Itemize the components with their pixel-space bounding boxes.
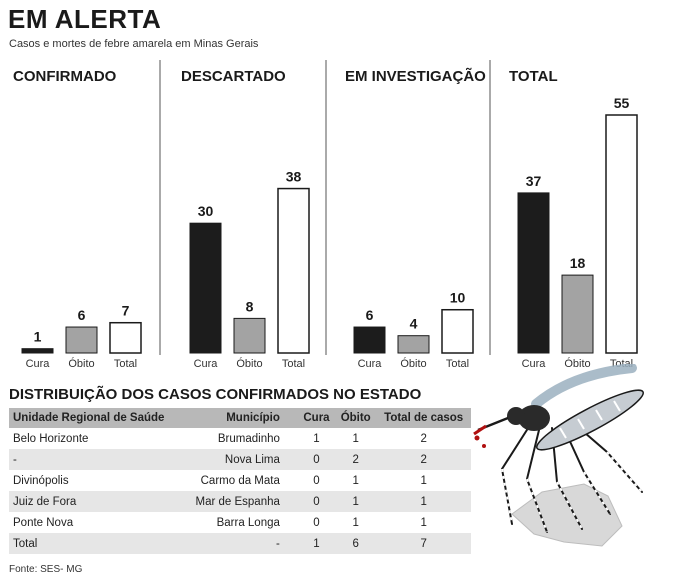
panel-title: TOTAL [509, 68, 558, 85]
cell-municipio: Brumadinho [217, 432, 280, 445]
category-label-obito: Óbito [564, 357, 590, 368]
table-row: Divinópolis Carmo da Mata 0 1 1 [9, 470, 471, 491]
value-label: 38 [286, 169, 302, 185]
category-label-cura: Cura [26, 358, 51, 368]
category-label-obito: Óbito [236, 357, 262, 368]
value-label: 10 [450, 290, 466, 306]
table-row-total: Total - 1 6 7 [9, 533, 471, 554]
cell-municipio: Barra Longa [216, 516, 280, 529]
cell-regional: Ponte Nova [13, 516, 74, 529]
header-regional: Unidade Regional de Saúde [9, 408, 183, 428]
category-label-cura: Cura [194, 358, 219, 368]
header-total: Total de casos [376, 408, 471, 428]
cell-municipio: Carmo da Mata [200, 474, 280, 487]
bar-total [605, 114, 638, 354]
category-label-cura: Cura [522, 358, 547, 368]
cell-cura: 0 [313, 516, 320, 529]
category-label-total: Total [114, 358, 137, 368]
category-label-cura: Cura [358, 358, 383, 368]
category-label-total: Total [446, 358, 469, 368]
bar-obito [233, 317, 266, 354]
bar-total [441, 308, 474, 354]
source-note: Fonte: SES- MG [9, 564, 83, 575]
value-label: 8 [246, 298, 254, 314]
cell-obito: 1 [352, 474, 359, 487]
cell-obito: 1 [335, 491, 377, 512]
bar-obito [561, 274, 594, 354]
value-label: 4 [410, 316, 418, 332]
bar-cura [353, 326, 386, 354]
category-label-total: Total [610, 358, 633, 368]
header-cura: Cura [297, 408, 336, 428]
table-row: Juiz de Fora Mar de Espanha 0 1 1 [9, 491, 471, 512]
cell-regional: Total [9, 533, 183, 554]
cell-regional: Divinópolis [13, 474, 69, 487]
cell-cura: 0 [297, 491, 336, 512]
bar-total [109, 321, 142, 354]
table-row: - Nova Lima 0 2 2 [9, 449, 471, 470]
table-header-row: Unidade Regional de Saúde Município Cura… [9, 408, 471, 428]
page-subtitle: Casos e mortes de febre amarela em Minas… [9, 38, 259, 50]
category-label-obito: Óbito [400, 357, 426, 368]
cell-cura: 0 [297, 449, 336, 470]
header-obito: Óbito [335, 408, 377, 428]
cell-total: 7 [376, 533, 471, 554]
category-label-obito: Óbito [68, 357, 94, 368]
cases-table: Unidade Regional de Saúde Município Cura… [9, 408, 471, 554]
bar-cura [189, 222, 222, 354]
category-label-total: Total [282, 358, 305, 368]
value-label: 37 [526, 173, 542, 189]
cell-total: 2 [376, 449, 471, 470]
panel-title: DESCARTADO [181, 68, 286, 85]
cell-total: 1 [376, 491, 471, 512]
value-label: 30 [198, 203, 214, 219]
cell-obito: 1 [352, 432, 359, 445]
header-municipio: Município [182, 408, 298, 428]
table-row: Belo Horizonte Brumadinho 1 1 2 [9, 428, 471, 449]
cell-regional: Belo Horizonte [13, 432, 89, 445]
panel-title: CONFIRMADO [13, 68, 117, 85]
bar-obito [397, 335, 430, 354]
value-label: 18 [570, 255, 586, 271]
cell-obito: 1 [352, 516, 359, 529]
cell-cura: 0 [313, 474, 320, 487]
cell-total: 1 [420, 474, 427, 487]
cell-obito: 6 [335, 533, 377, 554]
bar-obito [65, 326, 98, 354]
cell-municipio: - [182, 533, 298, 554]
cell-cura: 1 [313, 432, 320, 445]
cell-municipio: Mar de Espanha [182, 491, 298, 512]
value-label: 1 [34, 329, 42, 345]
table-title: DISTRIBUIÇÃO DOS CASOS CONFIRMADOS NO ES… [9, 386, 422, 403]
value-label: 7 [122, 303, 130, 319]
cell-municipio: Nova Lima [182, 449, 298, 470]
table-row: Ponte Nova Barra Longa 0 1 1 [9, 512, 471, 533]
panel-title: EM INVESTIGAÇÃO [345, 67, 486, 85]
bar-cura [517, 192, 550, 354]
cell-cura: 1 [297, 533, 336, 554]
value-label: 6 [366, 307, 374, 323]
page-title: EM ALERTA [8, 4, 162, 34]
bar-cura [21, 348, 54, 354]
cell-obito: 2 [335, 449, 377, 470]
bar-total [277, 187, 310, 354]
cell-total: 2 [420, 432, 427, 445]
bar-charts: CONFIRMADO 1 Cura 6 Óbito 7 Total DESCARTADO 30 C… [13, 60, 638, 368]
cell-total: 1 [420, 516, 427, 529]
cell-regional: - [9, 449, 183, 470]
value-label: 6 [78, 307, 86, 323]
value-label: 55 [614, 95, 630, 111]
cell-regional: Juiz de Fora [9, 491, 183, 512]
mosquito-icon [473, 364, 644, 547]
